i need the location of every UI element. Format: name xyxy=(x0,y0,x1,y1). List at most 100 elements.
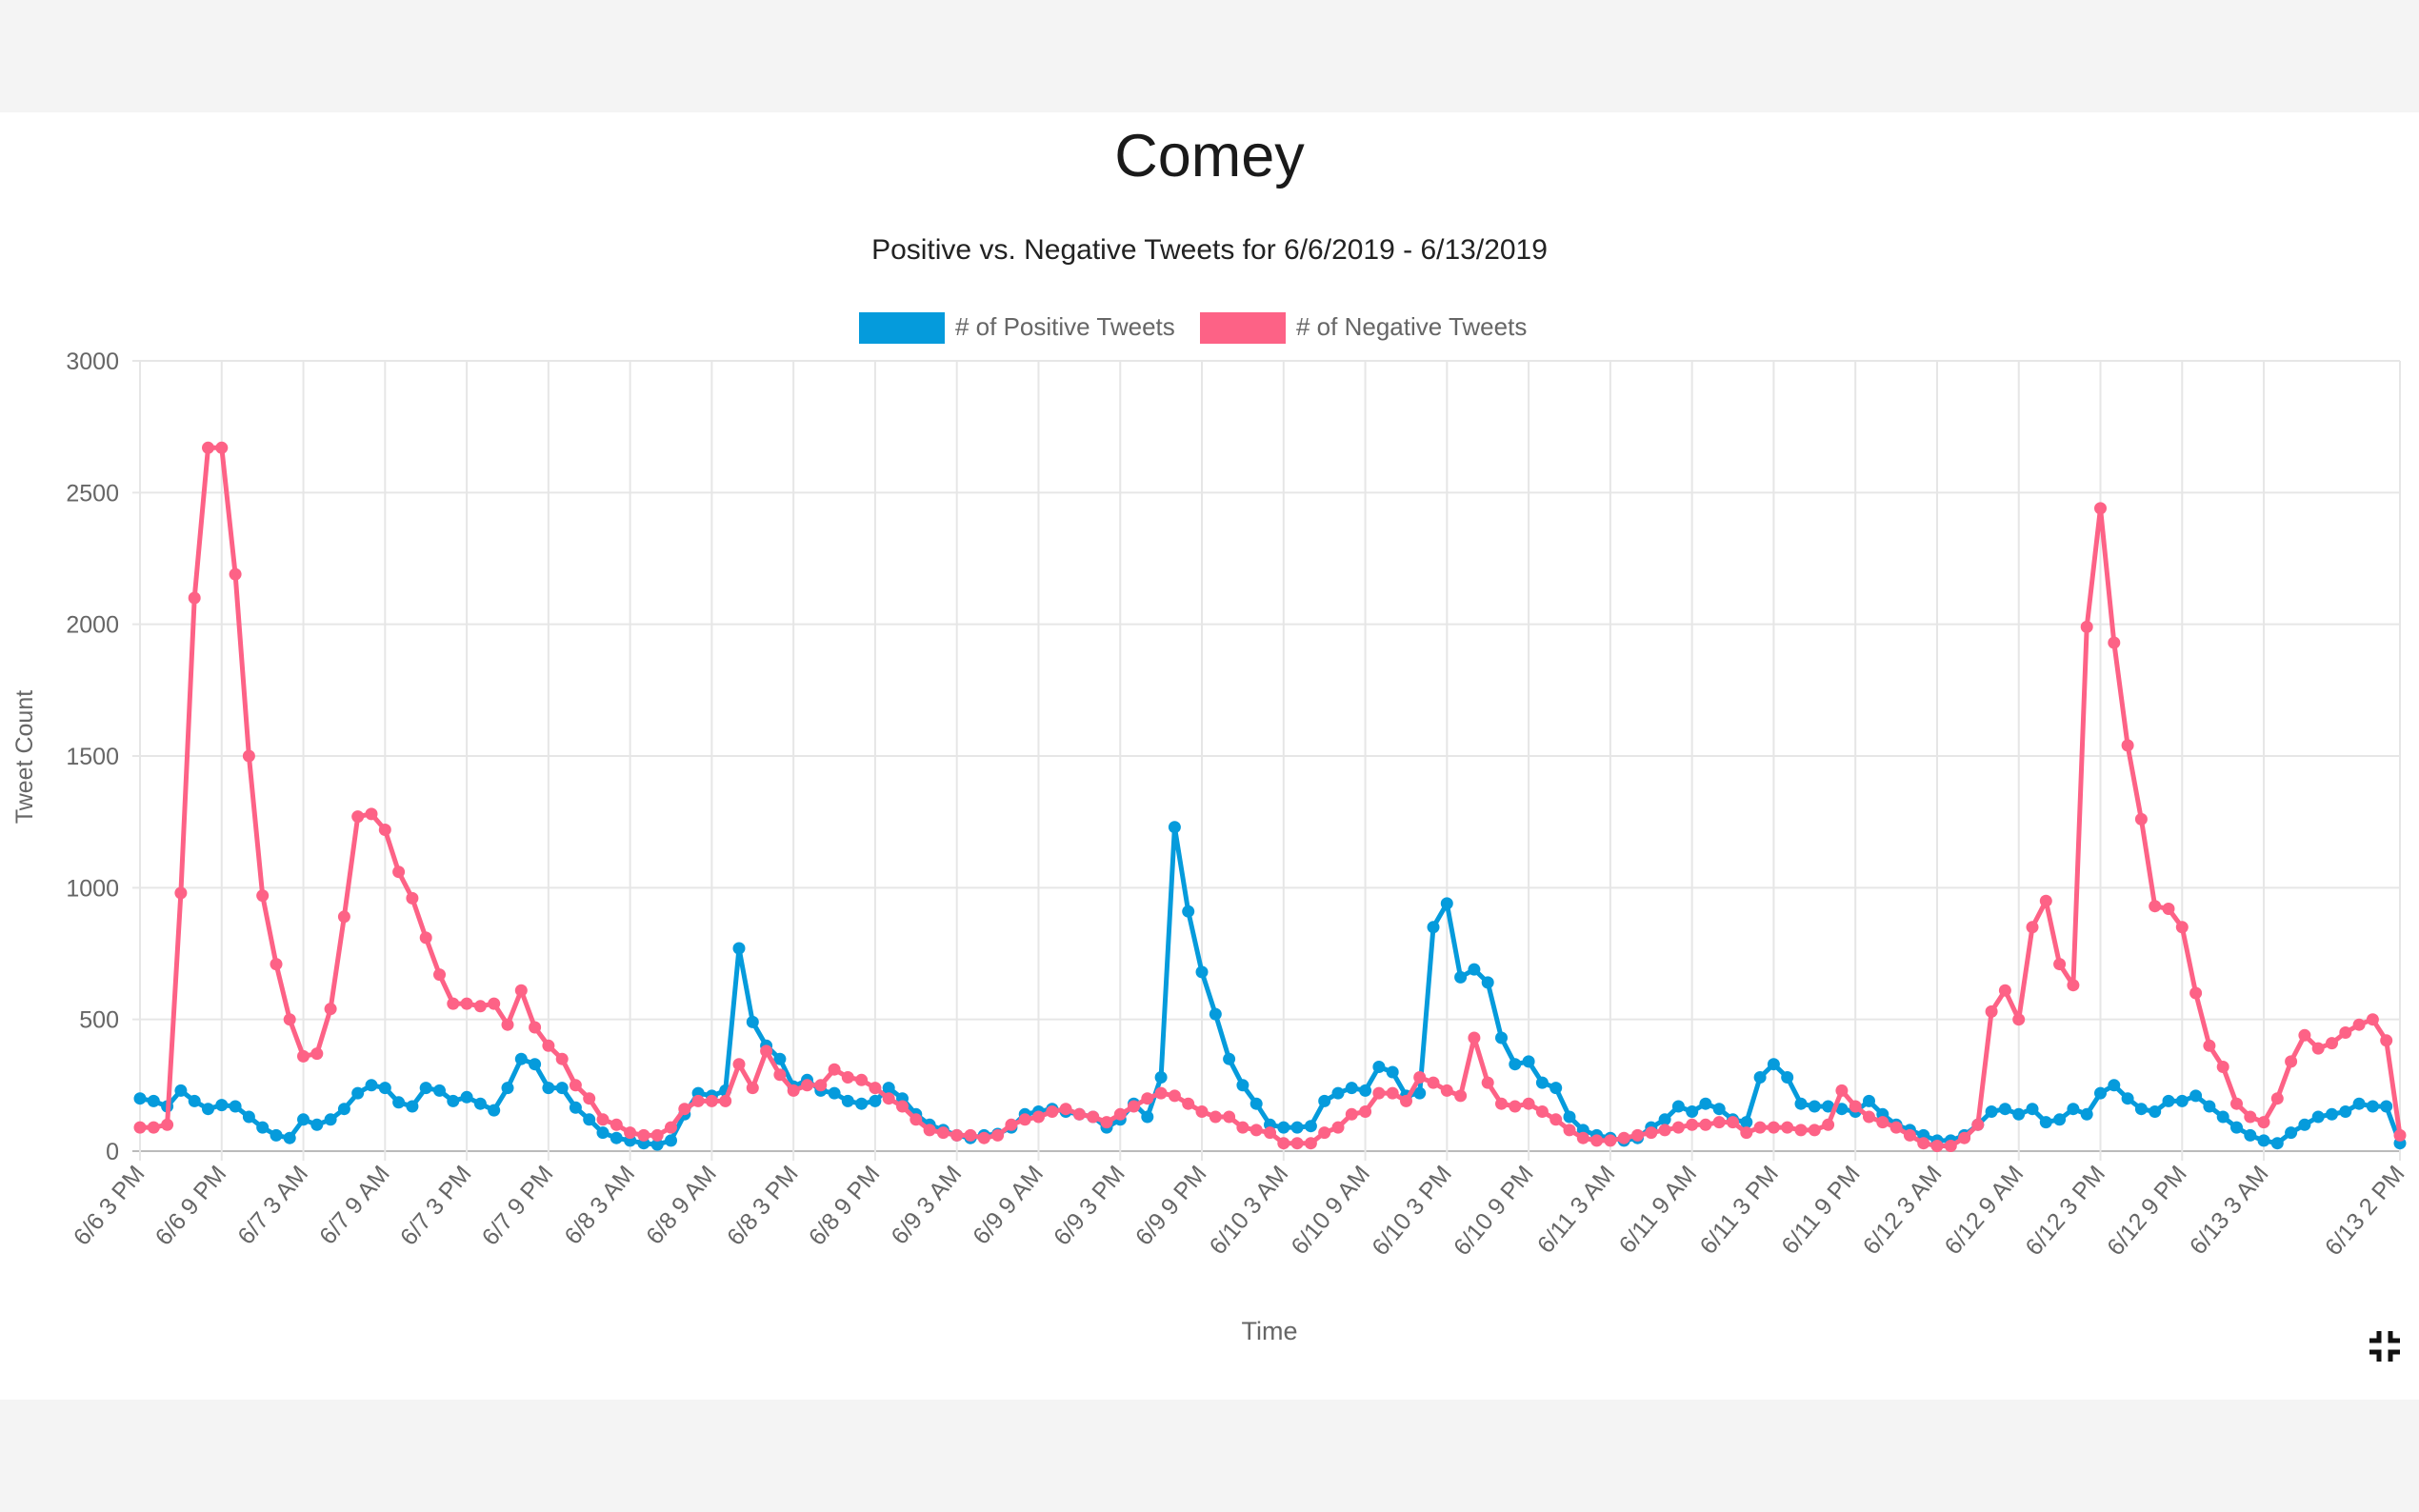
negative-data-point[interactable] xyxy=(1018,1113,1031,1126)
negative-data-point[interactable] xyxy=(787,1084,800,1097)
negative-data-point[interactable] xyxy=(337,910,350,924)
negative-data-point[interactable] xyxy=(447,997,460,1010)
negative-data-point[interactable] xyxy=(1113,1107,1127,1121)
positive-data-point[interactable] xyxy=(2270,1137,2284,1150)
positive-data-point[interactable] xyxy=(1998,1103,2011,1116)
negative-data-point[interactable] xyxy=(650,1128,664,1142)
positive-data-point[interactable] xyxy=(1318,1094,1331,1107)
positive-data-point[interactable] xyxy=(188,1094,201,1107)
negative-data-point[interactable] xyxy=(1740,1126,1753,1140)
negative-data-point[interactable] xyxy=(855,1073,869,1086)
negative-data-point[interactable] xyxy=(1712,1116,1726,1129)
negative-data-point[interactable] xyxy=(964,1128,977,1142)
negative-data-point[interactable] xyxy=(2326,1037,2338,1050)
negative-data-point[interactable] xyxy=(1264,1126,1276,1140)
positive-data-point[interactable] xyxy=(1808,1100,1821,1113)
positive-data-point[interactable] xyxy=(447,1094,460,1107)
negative-data-point[interactable] xyxy=(2257,1116,2270,1129)
positive-data-point[interactable] xyxy=(2203,1100,2216,1113)
positive-data-point[interactable] xyxy=(732,942,746,955)
positive-data-point[interactable] xyxy=(2230,1121,2243,1134)
negative-data-point[interactable] xyxy=(1617,1131,1630,1144)
negative-data-point[interactable] xyxy=(1781,1121,1794,1134)
positive-data-point[interactable] xyxy=(473,1097,487,1110)
positive-data-point[interactable] xyxy=(2244,1128,2257,1142)
negative-data-point[interactable] xyxy=(1345,1107,1358,1121)
negative-data-point[interactable] xyxy=(1372,1086,1386,1100)
negative-data-point[interactable] xyxy=(2311,1042,2325,1055)
negative-data-point[interactable] xyxy=(351,810,365,824)
negative-data-point[interactable] xyxy=(1413,1071,1427,1084)
negative-data-point[interactable] xyxy=(1686,1118,1699,1131)
negative-data-point[interactable] xyxy=(637,1128,650,1142)
positive-data-point[interactable] xyxy=(773,1052,787,1065)
negative-data-point[interactable] xyxy=(174,886,188,900)
negative-data-point[interactable] xyxy=(310,1047,324,1061)
negative-data-point[interactable] xyxy=(1223,1110,1236,1124)
negative-data-point[interactable] xyxy=(1889,1121,1903,1134)
positive-data-point[interactable] xyxy=(378,1082,391,1095)
positive-data-point[interactable] xyxy=(2162,1094,2175,1107)
negative-data-point[interactable] xyxy=(1304,1137,1317,1150)
positive-data-point[interactable] xyxy=(2080,1107,2093,1121)
negative-data-point[interactable] xyxy=(1958,1131,1971,1144)
negative-data-point[interactable] xyxy=(596,1113,610,1126)
positive-data-point[interactable] xyxy=(1863,1094,1875,1107)
negative-data-point[interactable] xyxy=(256,889,270,903)
negative-data-point[interactable] xyxy=(705,1094,718,1107)
negative-data-point[interactable] xyxy=(1128,1100,1140,1113)
negative-data-point[interactable] xyxy=(1794,1124,1808,1137)
positive-data-point[interactable] xyxy=(1781,1071,1794,1084)
positive-data-point[interactable] xyxy=(488,1104,501,1117)
positive-data-point[interactable] xyxy=(392,1096,406,1109)
negative-data-point[interactable] xyxy=(1495,1097,1508,1110)
positive-data-point[interactable] xyxy=(174,1084,188,1097)
negative-data-point[interactable] xyxy=(433,968,446,982)
negative-data-point[interactable] xyxy=(378,824,391,836)
positive-data-point[interactable] xyxy=(828,1086,841,1100)
negative-data-point[interactable] xyxy=(392,865,406,879)
negative-data-point[interactable] xyxy=(1154,1086,1168,1100)
positive-data-point[interactable] xyxy=(2108,1079,2121,1092)
positive-data-point[interactable] xyxy=(1481,976,1494,989)
positive-data-point[interactable] xyxy=(1753,1071,1767,1084)
positive-data-point[interactable] xyxy=(569,1101,582,1114)
negative-data-point[interactable] xyxy=(1182,1097,1195,1110)
negative-data-point[interactable] xyxy=(1971,1118,1985,1131)
positive-data-point[interactable] xyxy=(2039,1116,2052,1129)
negative-data-point[interactable] xyxy=(2094,502,2107,515)
negative-data-point[interactable] xyxy=(624,1126,637,1140)
negative-data-point[interactable] xyxy=(1427,1076,1440,1089)
negative-data-point[interactable] xyxy=(1753,1121,1767,1134)
negative-data-point[interactable] xyxy=(746,1082,759,1095)
positive-data-point[interactable] xyxy=(1277,1121,1290,1134)
positive-data-point[interactable] xyxy=(1440,897,1453,910)
positive-data-point[interactable] xyxy=(2012,1107,2026,1121)
negative-data-point[interactable] xyxy=(1822,1118,1835,1131)
negative-data-point[interactable] xyxy=(1944,1140,1957,1152)
positive-data-point[interactable] xyxy=(297,1113,310,1126)
positive-data-point[interactable] xyxy=(1658,1113,1671,1126)
negative-data-point[interactable] xyxy=(2108,636,2121,649)
positive-data-point[interactable] xyxy=(406,1100,419,1113)
negative-data-point[interactable] xyxy=(1072,1107,1086,1121)
negative-data-point[interactable] xyxy=(501,1018,514,1031)
negative-data-point[interactable] xyxy=(610,1118,623,1131)
positive-data-point[interactable] xyxy=(1304,1120,1317,1133)
positive-data-point[interactable] xyxy=(1413,1086,1427,1100)
positive-data-point[interactable] xyxy=(2257,1134,2270,1147)
positive-data-point[interactable] xyxy=(1712,1103,1726,1116)
legend-swatch-positive[interactable] xyxy=(859,312,945,344)
negative-data-point[interactable] xyxy=(365,807,378,821)
positive-data-point[interactable] xyxy=(310,1118,324,1131)
negative-data-point[interactable] xyxy=(1195,1105,1209,1118)
negative-data-point[interactable] xyxy=(1481,1076,1494,1089)
positive-data-point[interactable] xyxy=(270,1128,283,1142)
negative-data-point[interactable] xyxy=(1535,1105,1549,1118)
positive-data-point[interactable] xyxy=(1699,1097,1712,1110)
negative-data-point[interactable] xyxy=(2380,1034,2393,1047)
negative-data-point[interactable] xyxy=(828,1063,841,1076)
positive-data-point[interactable] xyxy=(2134,1103,2148,1116)
positive-data-point[interactable] xyxy=(351,1086,365,1100)
positive-data-point[interactable] xyxy=(419,1082,432,1095)
